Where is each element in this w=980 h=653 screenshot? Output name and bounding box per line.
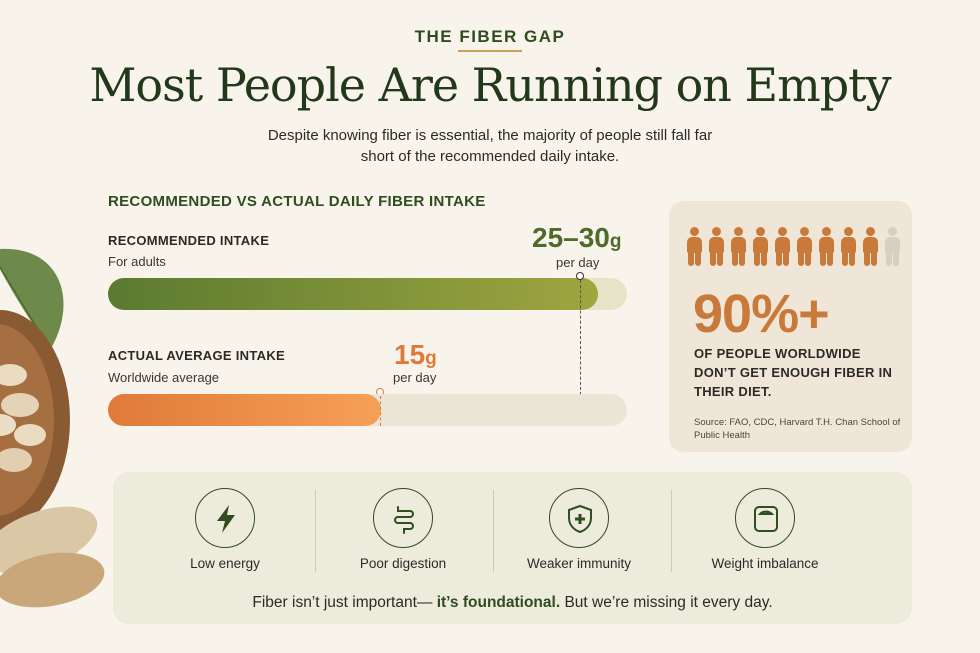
- stat-source: Source: FAO, CDC, Harvard T.H. Chan Scho…: [694, 417, 901, 441]
- recommended-marker-line: [580, 280, 581, 395]
- recommended-bar-track: [108, 278, 627, 310]
- divider: [493, 490, 494, 572]
- effect-weaker-immunity: Weaker immunity: [499, 486, 659, 582]
- person-icon: [707, 227, 725, 267]
- person-icon: [751, 227, 769, 267]
- actual-unit: g: [425, 348, 437, 369]
- person-icon: [817, 227, 835, 267]
- intestine-icon: [394, 506, 414, 534]
- recommended-per-day: per day: [556, 255, 600, 270]
- nut-bowl-illustration: [0, 248, 105, 608]
- recommended-number: 25–30: [532, 222, 610, 253]
- recommended-bar-fill: [108, 278, 598, 310]
- person-icon: [839, 227, 857, 267]
- person-icon: [883, 227, 901, 267]
- page-title: Most People Are Running on Empty: [89, 58, 891, 112]
- person-icon: [861, 227, 879, 267]
- actual-number: 15: [394, 339, 426, 370]
- actual-bar-fill: [108, 394, 381, 426]
- eyebrow: THE FIBER GAP: [414, 27, 566, 46]
- effect-low-energy: Low energy: [145, 486, 305, 582]
- person-icon: [795, 227, 813, 267]
- intake-section-title: RECOMMENDED VS ACTUAL DAILY FIBER INTAKE: [108, 193, 486, 210]
- effect-icon-circle: [373, 488, 433, 548]
- effect-weight-imbalance: Weight imbalance: [685, 486, 845, 582]
- divider: [315, 490, 316, 572]
- divider: [671, 490, 672, 572]
- recommended-label: RECOMMENDED INTAKE: [108, 233, 270, 248]
- recommended-sublabel: For adults: [108, 254, 166, 269]
- effect-label: Poor digestion: [359, 556, 447, 571]
- actual-label: ACTUAL AVERAGE INTAKE: [108, 348, 285, 363]
- people-icons: [685, 227, 901, 267]
- scale-icon: [754, 506, 778, 532]
- person-icon: [773, 227, 791, 267]
- actual-bar-track: [108, 394, 627, 426]
- effect-label: Low energy: [190, 556, 260, 571]
- recommended-unit: g: [609, 231, 622, 252]
- tagline-emphasis: it’s foundational.: [436, 594, 561, 611]
- effect-label: Weight imbalance: [711, 556, 819, 571]
- recommended-value: 25–30g: [532, 222, 621, 254]
- tagline-end: But we’re missing it every day.: [560, 594, 773, 611]
- person-icon: [729, 227, 747, 267]
- effects-card: Low energy Poor digestion Weaker immunit…: [113, 472, 912, 624]
- stat-text: OF PEOPLE WORLDWIDE DON’T GET ENOUGH FIB…: [694, 346, 893, 399]
- effect-icon-circle: [549, 488, 609, 548]
- effect-icon-circle: [195, 488, 255, 548]
- stat-card: 90%+ OF PEOPLE WORLDWIDE DON’T GET ENOUG…: [669, 201, 912, 452]
- recommended-marker-dot: [576, 272, 584, 280]
- tagline-start: Fiber isn’t just important—: [252, 594, 437, 611]
- actual-value: 15g: [394, 339, 437, 371]
- actual-marker-line: [380, 396, 381, 426]
- actual-sublabel: Worldwide average: [108, 370, 220, 385]
- tagline: Fiber isn’t just important— it’s foundat…: [113, 594, 912, 612]
- effect-label: Weaker immunity: [526, 556, 632, 571]
- eyebrow-underline: [458, 50, 522, 52]
- lightning-bolt-icon: [217, 505, 235, 533]
- effect-poor-digestion: Poor digestion: [323, 486, 483, 582]
- stat-value: 90%+: [693, 284, 830, 344]
- person-icon: [685, 227, 703, 267]
- shield-plus-icon: [568, 504, 592, 534]
- page-subtitle: Despite knowing fiber is essential, the …: [267, 127, 713, 165]
- actual-per-day: per day: [393, 370, 437, 385]
- effect-icon-circle: [735, 488, 795, 548]
